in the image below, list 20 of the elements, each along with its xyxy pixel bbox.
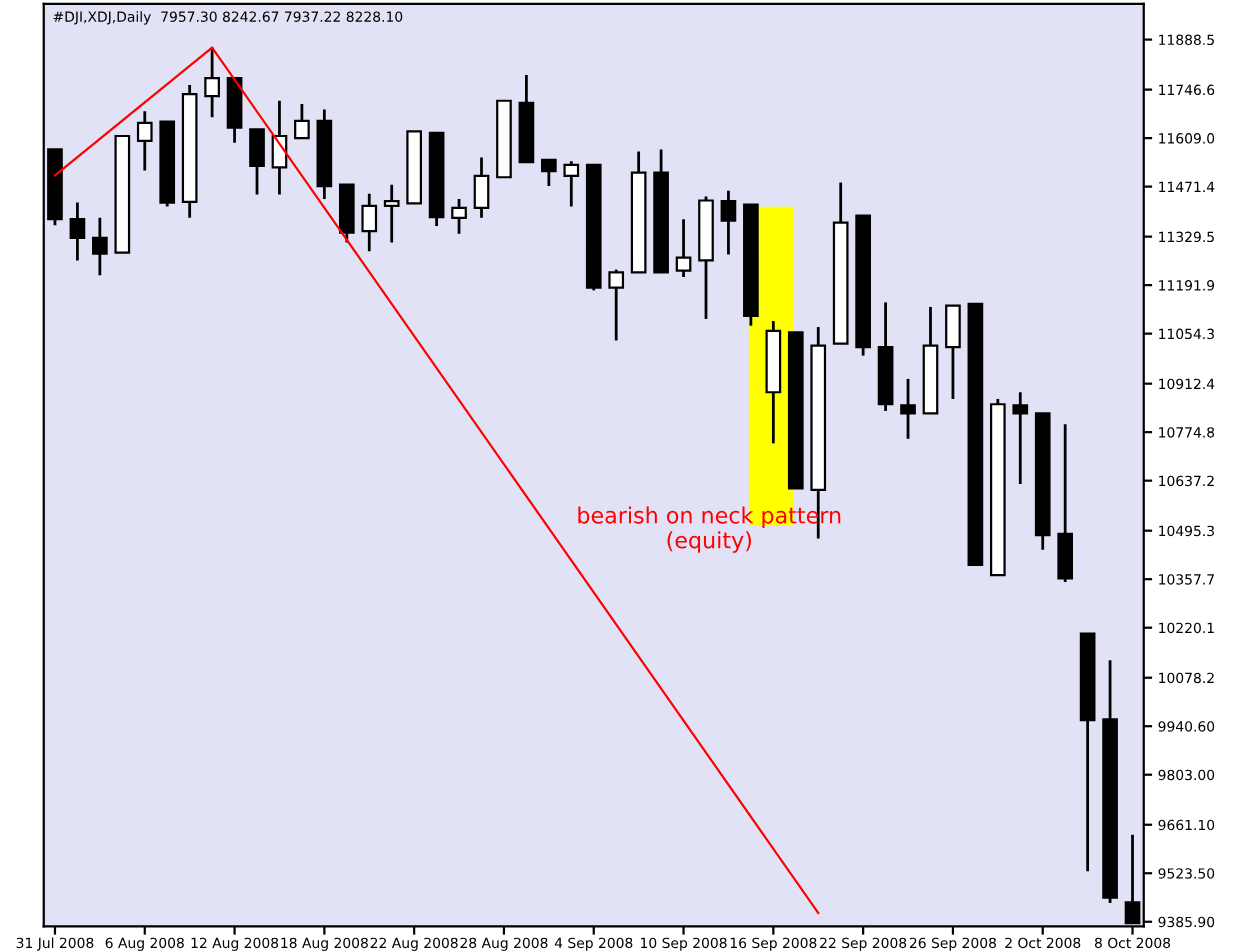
candlestick	[451, 197, 467, 236]
candlestick	[563, 159, 580, 208]
candlestick	[338, 183, 355, 244]
candlestick	[294, 102, 310, 140]
candlestick	[473, 156, 490, 220]
candlestick	[608, 268, 625, 342]
candlestick	[945, 304, 961, 401]
candlestick	[69, 201, 86, 262]
candlestick	[136, 109, 153, 172]
candlestick	[92, 216, 108, 277]
candlestick	[383, 183, 400, 244]
candlestick	[204, 46, 220, 119]
candlestick	[249, 127, 265, 196]
candlestick	[675, 217, 692, 279]
candlestick	[1057, 422, 1074, 584]
candlestick	[720, 189, 737, 256]
candlestick	[541, 158, 557, 188]
candlestick	[1012, 390, 1029, 486]
candlestick	[900, 377, 916, 441]
candlestick	[361, 192, 378, 253]
